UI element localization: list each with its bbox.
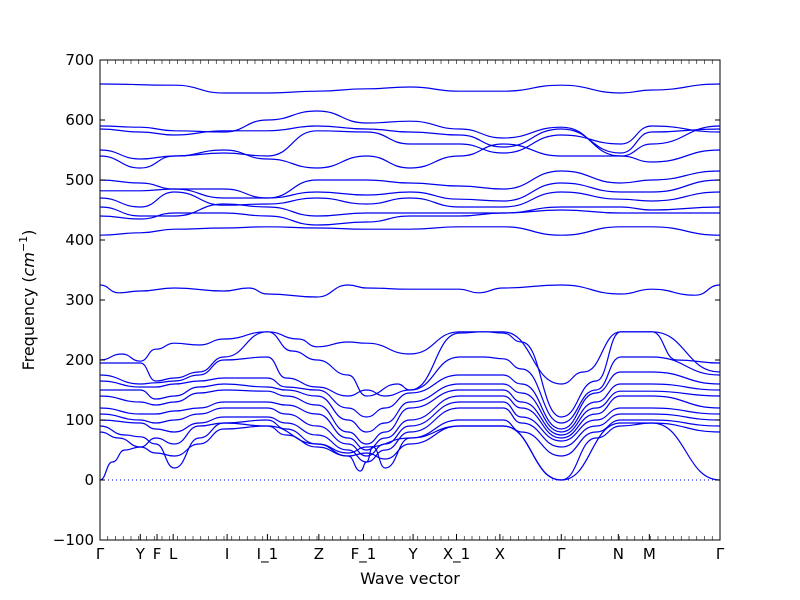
band-line-24 <box>99 422 721 481</box>
y-axis-label-suffix: ) <box>19 230 38 236</box>
y-tick-label: 700 <box>65 51 94 69</box>
band-line-11 <box>99 226 721 236</box>
band-line-5 <box>99 143 721 169</box>
band-line-20 <box>99 401 721 457</box>
band-line-14 <box>99 331 721 418</box>
x-tick-label: M <box>643 545 656 563</box>
band-line-3 <box>99 125 721 154</box>
x-tick-label: F_1 <box>351 545 377 564</box>
y-axis-label-prefix: Frequency ( <box>19 276 38 370</box>
y-tick-label: −100 <box>53 531 94 549</box>
band-line-9 <box>99 203 721 217</box>
x-tick-label: Γ <box>96 545 105 563</box>
band-line-10 <box>99 209 720 226</box>
band-line-17 <box>100 383 721 433</box>
x-tick-label: Γ <box>557 545 566 563</box>
band-line-12 <box>99 284 721 298</box>
band-line-18 <box>99 389 721 445</box>
band-line-8 <box>99 191 721 208</box>
x-tick-label: N <box>613 545 624 563</box>
x-tick-label: X_1 <box>443 545 470 564</box>
x-tick-label: F <box>153 545 162 563</box>
band-line-15 <box>99 356 721 424</box>
band-lines <box>99 83 721 481</box>
y-tick-label: 100 <box>65 411 94 429</box>
x-tick-label: Y <box>408 545 419 563</box>
y-tick-label: 0 <box>84 471 94 489</box>
band-line-16 <box>99 371 721 430</box>
x-tick-label: Z <box>314 545 324 563</box>
band-line-7 <box>100 179 721 202</box>
x-tick-label: Γ <box>716 545 725 563</box>
x-tick-label: I <box>225 545 229 563</box>
band-line-23 <box>99 422 721 481</box>
band-line-1 <box>99 83 721 94</box>
y-axis-label: Frequency (cm−1) <box>17 230 38 371</box>
y-tick-label: 500 <box>65 171 94 189</box>
band-line-22 <box>99 419 721 472</box>
y-tick-label: 400 <box>65 231 94 249</box>
y-axis-label-unit: cm <box>19 252 38 276</box>
band-line-21 <box>99 407 721 463</box>
y-axis-label-unit-exponent: −1 <box>17 236 30 252</box>
x-axis-ticks: Γ Y F L I I_1 Z F_1 Y X_1 X Γ N M Γ <box>96 60 725 564</box>
x-axis-label: Wave vector <box>360 569 460 588</box>
x-tick-label: Y <box>135 545 146 563</box>
x-tick-label: I_1 <box>257 545 278 564</box>
x-tick-label: X <box>495 545 505 563</box>
y-tick-label: 600 <box>65 111 94 129</box>
x-tick-label: L <box>169 545 178 563</box>
band-line-6 <box>99 170 721 199</box>
y-tick-label: 300 <box>65 291 94 309</box>
y-axis-ticks: −100 0 100 200 300 400 500 600 700 <box>53 51 720 549</box>
y-tick-label: 200 <box>65 351 94 369</box>
band-line-13 <box>99 331 721 385</box>
band-line-19 <box>99 395 721 451</box>
